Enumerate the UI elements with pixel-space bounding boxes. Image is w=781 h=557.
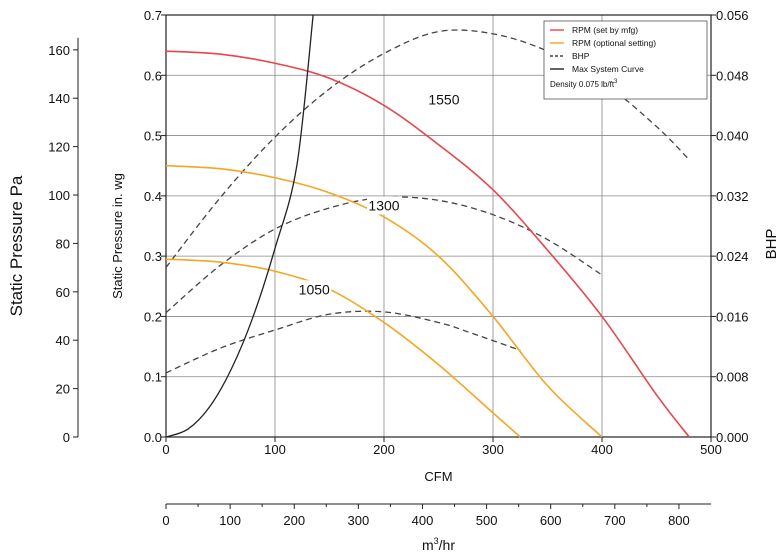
m3hr-tick-label: 700 [604, 513, 626, 528]
y2-tick-label: 0.008 [716, 370, 749, 385]
pa-tick-label: 80 [56, 236, 70, 251]
chart-legend: RPM (set by mfg) RPM (optional setting) BH… [543, 20, 708, 100]
y2-tick-label: 0.056 [716, 8, 749, 23]
y-tick-label: 0.2 [144, 309, 162, 324]
rpm-label-bg [367, 196, 401, 215]
y2-tick-label: 0.032 [716, 189, 749, 204]
x-tick-label: 100 [264, 442, 286, 457]
pa-tick-label: 0 [63, 430, 70, 445]
fan-curve-1050 [165, 258, 521, 438]
fan-curve-1300 [165, 164, 603, 438]
x-tick-label: 400 [591, 442, 613, 457]
x-axis-label: CFM [424, 469, 452, 484]
legend-label: RPM (set by mfg) [572, 25, 638, 35]
bhp-curve [165, 310, 521, 374]
y2-tick-label: 0.000 [716, 430, 749, 445]
m3hr-label-sup: 3 [434, 536, 439, 546]
m3hr-tick-label: 200 [283, 513, 305, 528]
fan-curve-1550 [165, 50, 690, 438]
rpm-label-bg [426, 90, 461, 109]
y-tick-label: 0.7 [144, 8, 162, 23]
y2-tick-label: 0.024 [716, 249, 749, 264]
y-tick-label: 0.1 [144, 370, 162, 385]
legend-items: RPM (set by mfg) RPM (optional setting) BH… [550, 25, 656, 74]
m3hr-tick-label: 400 [412, 513, 434, 528]
m3hr-label-base: m [422, 537, 434, 553]
pa-tick-label: 160 [48, 43, 70, 58]
y-tick-label: 0.6 [144, 68, 162, 83]
m3hr-tick-label: 0 [162, 513, 169, 528]
y2-tick-label: 0.048 [716, 68, 749, 83]
m3hr-label-tail: /hr [439, 537, 456, 553]
m3hr-tick-label: 100 [219, 513, 241, 528]
pa-tick-label: 140 [48, 91, 70, 106]
rpm-labels: 1550 1300 1050 [297, 90, 461, 299]
rpm-label-bg [297, 280, 332, 299]
pa-tick-label: 20 [56, 382, 70, 397]
m3hr-tick-label: 300 [348, 513, 370, 528]
legend-note-text: Density 0.075 lb/ft [550, 80, 615, 89]
pa-tick-label: 120 [48, 140, 70, 155]
y-tick-label: 0.5 [144, 129, 162, 144]
pa-tick-label: 40 [56, 333, 70, 348]
pa-tick-label: 100 [48, 188, 70, 203]
x-tick-label: 500 [700, 442, 722, 457]
pa-tick-label: 60 [56, 285, 70, 300]
pa-axis-label: Static Pressure Pa [7, 175, 26, 316]
x-tick-label: 300 [482, 442, 504, 457]
m3hr-tick-label: 800 [668, 513, 690, 528]
rpm-label: 1300 [368, 198, 399, 214]
y2-tick-label: 0.016 [716, 309, 749, 324]
m3hr-tick-label: 500 [476, 513, 498, 528]
x-tick-label: 0 [162, 442, 169, 457]
max-system-curve [165, 14, 314, 438]
x-tick-label: 200 [373, 442, 395, 457]
y2-tick-label: 0.040 [716, 129, 749, 144]
y-tick-label: 0.4 [144, 189, 162, 204]
y-axis-label: Static Pressure in. wg [110, 173, 125, 299]
y-tick-label: 0.3 [144, 249, 162, 264]
axis-ticks: 0 100 200 300 400 5000.00.10.20.30.40.50.60.7… [48, 8, 748, 528]
m3hr-axis-label: m3/hr [422, 536, 455, 553]
m3hr-tick-label: 600 [540, 513, 562, 528]
legend-box [543, 20, 708, 100]
legend-label: RPM (optional setting) [572, 38, 656, 48]
legend-label: BHP [572, 51, 590, 61]
y-tick-label: 0.0 [144, 430, 162, 445]
y2-axis-label: BHP [763, 229, 780, 260]
rpm-label: 1550 [428, 91, 459, 107]
legend-density-note: Density 0.075 lb/ft3 [550, 79, 618, 89]
legend-note-sup: 3 [614, 79, 618, 85]
legend-label: Max System Curve [572, 64, 644, 74]
plot-frame [165, 14, 712, 438]
rpm-label: 1050 [299, 281, 330, 297]
